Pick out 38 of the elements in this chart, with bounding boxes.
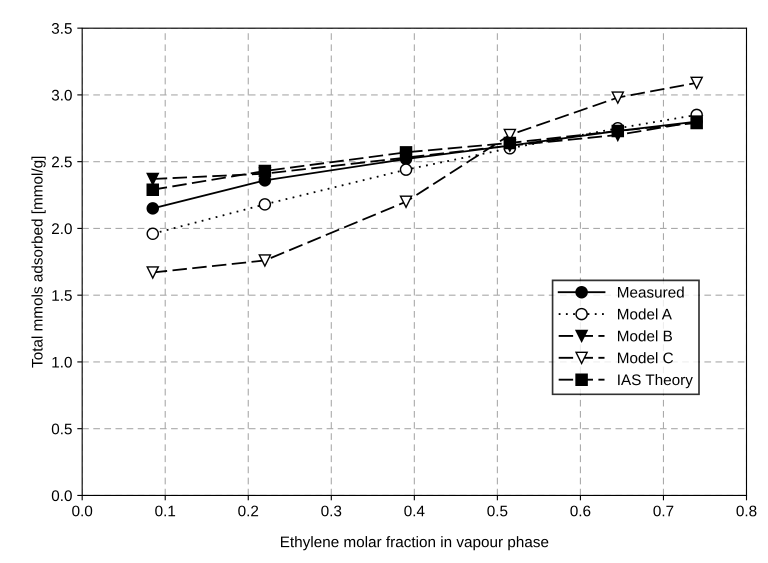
- y-tick-label: 3.0: [52, 90, 72, 101]
- x-tick-label: 0.6: [570, 506, 590, 516]
- point: [504, 136, 516, 150]
- x-tick-label: 0.2: [238, 506, 258, 516]
- x-tick-label: 0.5: [487, 506, 508, 516]
- y-axis-title: Total mmols adsorbed [mmol/g]: [31, 156, 46, 368]
- legend-label: Measured: [618, 286, 684, 298]
- point: [400, 163, 412, 176]
- y-tick-label: 3.5: [52, 23, 72, 34]
- point: [612, 91, 624, 104]
- y-tick-label: 0.5: [52, 424, 72, 434]
- point: [146, 183, 160, 196]
- legend-label: IAS Theory: [618, 374, 693, 388]
- x-tick-label: 0.3: [321, 506, 342, 516]
- point: [258, 198, 272, 211]
- point: [400, 146, 412, 159]
- x-tick-label: 0.8: [736, 506, 756, 516]
- point: [258, 164, 272, 178]
- point: [690, 76, 703, 90]
- point: [612, 124, 624, 138]
- x-tick-label: 0.1: [155, 506, 176, 516]
- x-tick-label: 0.7: [653, 506, 674, 516]
- point: [400, 195, 412, 208]
- y-tick-label: 1.0: [52, 356, 72, 368]
- y-tick-label: 2.5: [52, 156, 72, 168]
- y-tick-label: 0.0: [52, 490, 72, 502]
- point: [146, 228, 160, 240]
- y-tick-label: 2.0: [52, 223, 72, 234]
- y-tick-label: 1.5: [52, 290, 72, 301]
- x-axis-title: Ethylene molar fraction in vapour phase: [280, 536, 548, 550]
- point: [146, 202, 160, 215]
- point: [146, 266, 160, 279]
- legend-label: Model C: [618, 352, 674, 364]
- x-tick-label: 0.4: [404, 506, 425, 516]
- legend-label: Model B: [618, 330, 672, 342]
- x-tick-label: 0.0: [72, 506, 92, 516]
- point: [258, 254, 272, 267]
- legend-label: Model A: [618, 308, 672, 320]
